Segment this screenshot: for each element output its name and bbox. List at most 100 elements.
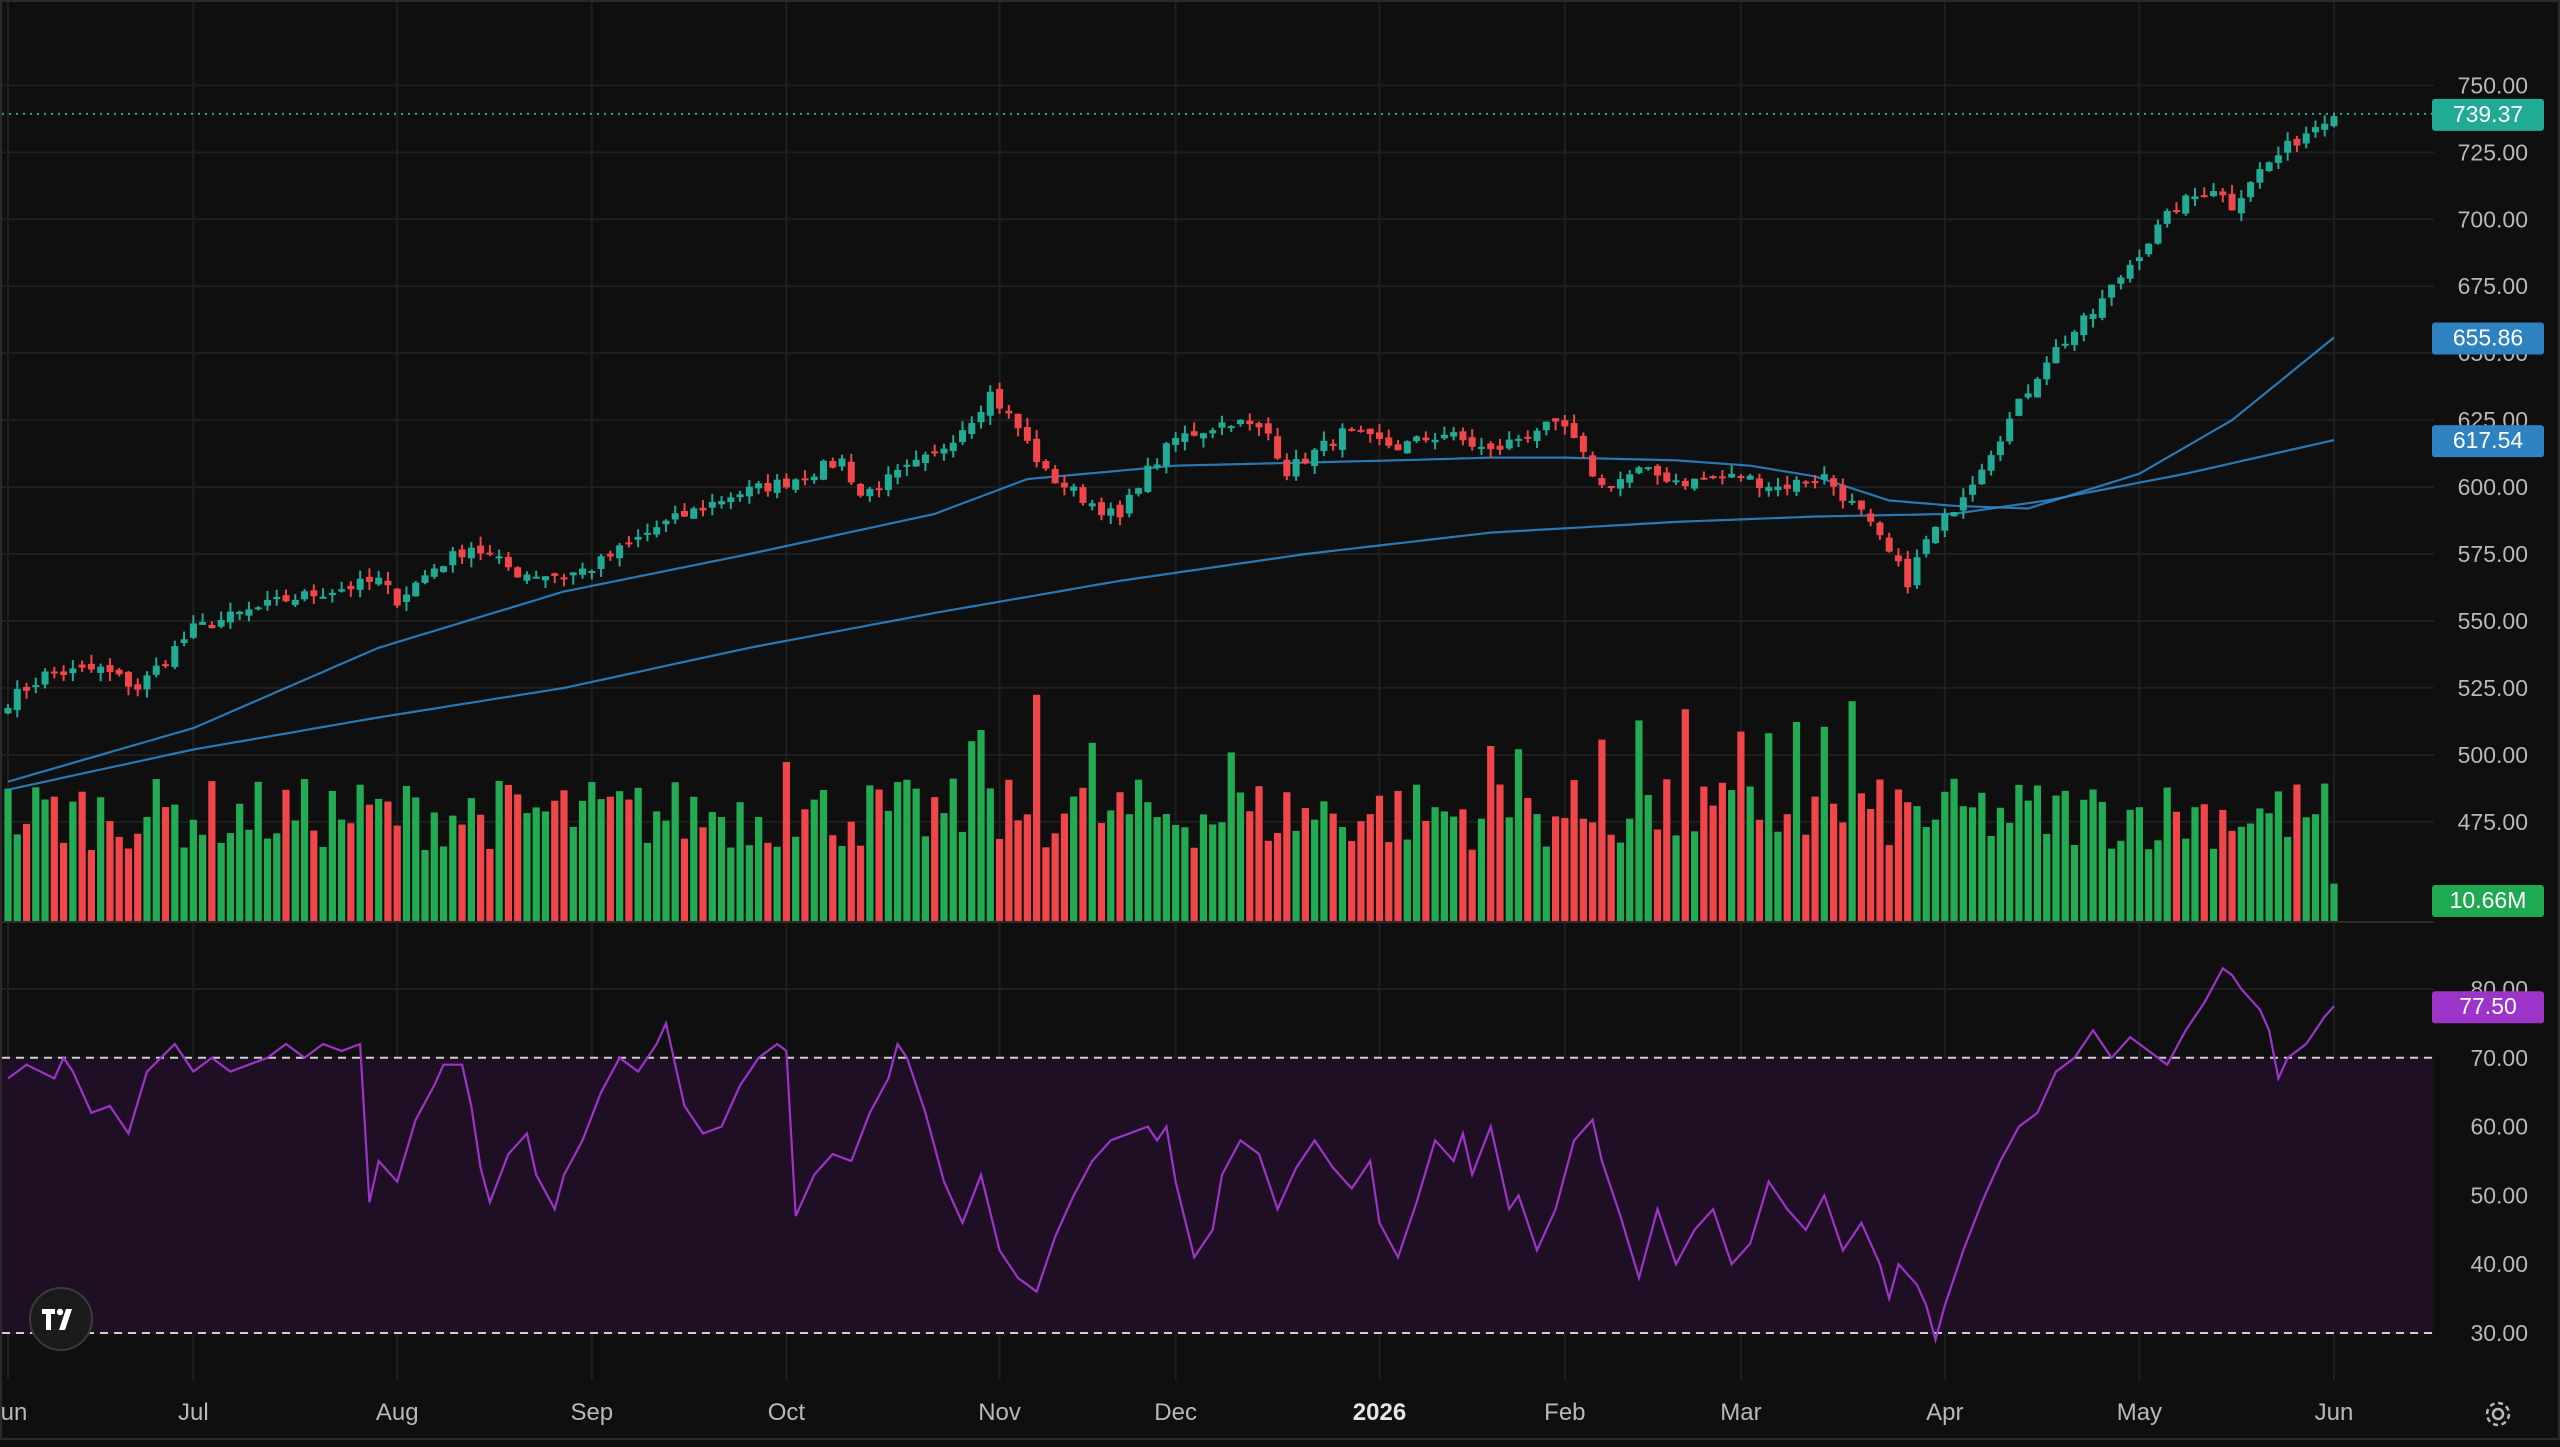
volume-bar — [1811, 796, 1819, 922]
volume-bar — [1561, 818, 1569, 922]
volume-bar — [625, 799, 633, 922]
volume-bar — [1079, 787, 1087, 922]
volume-bar — [393, 825, 401, 922]
volume-bar — [1468, 849, 1476, 922]
candle-body — [1607, 486, 1615, 489]
candle-body — [1181, 433, 1189, 442]
volume-bar — [2274, 791, 2282, 922]
candle-body — [625, 542, 633, 545]
volume-bar — [1737, 731, 1745, 922]
volume-bar — [115, 836, 123, 922]
volume-bar — [1070, 796, 1078, 922]
time-tick-label: Jul — [178, 1399, 209, 1426]
candle-body — [1857, 500, 1865, 510]
candle-body — [2191, 196, 2199, 200]
candle-body — [282, 595, 290, 602]
candle-body — [13, 688, 21, 711]
volume-bar — [1894, 789, 1903, 922]
volume-badge-bg — [2432, 885, 2544, 917]
candle-body — [1616, 479, 1624, 489]
volume-bar — [1505, 817, 1513, 922]
volume-bar — [1959, 806, 1967, 922]
candle-body — [1005, 410, 1013, 414]
volume-bar — [1839, 822, 1847, 922]
candle-body — [2024, 393, 2032, 398]
candle-body — [162, 664, 170, 667]
volume-bar — [22, 823, 31, 922]
candle-body — [1366, 428, 1374, 435]
candle-body — [551, 573, 559, 576]
candle-body — [977, 412, 985, 423]
candle-body — [1422, 437, 1430, 441]
volume-bar — [2265, 813, 2273, 922]
candle-body — [1218, 422, 1226, 428]
volume-bar — [254, 781, 262, 922]
candle-body — [986, 391, 994, 416]
candle-body — [412, 582, 420, 597]
candle-body — [1996, 441, 2004, 456]
candle-body — [2043, 362, 2051, 380]
candle-body — [32, 685, 40, 688]
volume-bar — [1042, 847, 1050, 922]
candle-body — [2163, 210, 2171, 224]
volume-bar — [504, 784, 513, 922]
candle-body — [504, 556, 512, 568]
candle-body — [226, 611, 234, 623]
volume-bar — [940, 813, 948, 922]
candle-body — [699, 507, 707, 511]
candle-body — [727, 497, 735, 503]
volume-bar — [1153, 817, 1161, 922]
volume-bar — [421, 849, 429, 922]
volume-bar — [1338, 827, 1347, 922]
volume-bar — [1913, 806, 1921, 922]
candle-body — [606, 553, 614, 557]
volume-bar — [1329, 813, 1337, 922]
volume-bar — [375, 798, 383, 922]
candle-body — [560, 577, 568, 580]
volume-bar — [532, 807, 540, 922]
candle-body — [2172, 210, 2180, 213]
candle-body — [2145, 243, 2153, 255]
volume-bar — [1116, 792, 1124, 922]
time-tick-label: Sep — [570, 1399, 613, 1426]
candle-body — [1459, 431, 1467, 441]
volume-bar — [1857, 793, 1865, 922]
candle-body — [1199, 433, 1207, 439]
time-tick-label: May — [2117, 1399, 2162, 1426]
settings-gear-icon[interactable] — [2480, 1396, 2516, 1432]
volume-bar — [1301, 808, 1309, 922]
candle-body — [1348, 428, 1356, 431]
volume-bar — [2256, 808, 2264, 922]
candle-body — [430, 568, 438, 577]
candle-body — [2117, 277, 2125, 284]
volume-bar — [541, 811, 550, 922]
candle-body — [1635, 467, 1643, 474]
volume-bar — [2043, 833, 2051, 922]
candle-body — [2080, 315, 2088, 336]
last-price-badge-bg — [2432, 98, 2544, 131]
volume-bar — [143, 816, 151, 922]
volume-bar — [2070, 844, 2079, 922]
volume-bar — [1412, 784, 1421, 922]
candle-body — [1561, 420, 1569, 427]
volume-bar — [384, 801, 392, 922]
volume-bar — [300, 779, 309, 922]
candle-body — [2098, 298, 2106, 318]
candle-body — [912, 459, 920, 467]
candle-body — [2015, 398, 2023, 416]
candle-body — [171, 646, 179, 667]
candle-body — [1088, 503, 1096, 507]
volume-bar — [931, 797, 939, 922]
volume-bar — [1653, 829, 1662, 922]
tradingview-logo-icon[interactable] — [29, 1287, 93, 1351]
volume-bar — [690, 796, 698, 922]
tv-logo-glyph — [42, 1308, 72, 1330]
candle-body — [958, 430, 966, 443]
volume-bar — [50, 796, 58, 922]
volume-bar — [1690, 831, 1699, 922]
candle-body — [134, 684, 142, 690]
volume-bar — [236, 803, 244, 922]
volume-bar — [2191, 807, 2199, 922]
